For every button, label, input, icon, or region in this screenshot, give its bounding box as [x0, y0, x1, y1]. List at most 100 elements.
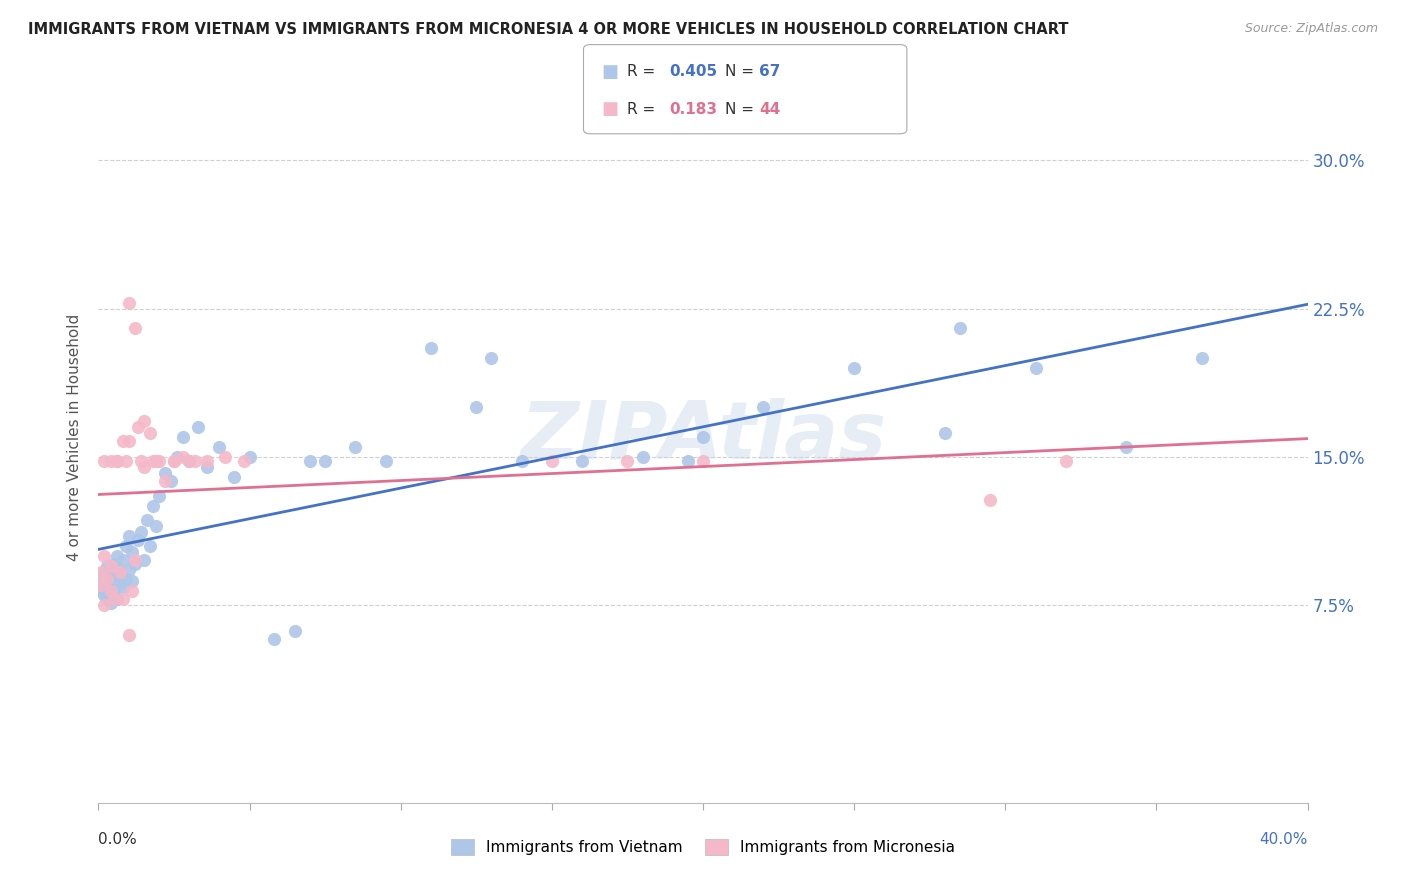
Point	[108, 576, 131, 591]
Point	[129, 524, 152, 539]
Legend: Immigrants from Vietnam, Immigrants from Micronesia: Immigrants from Vietnam, Immigrants from…	[444, 833, 962, 861]
Point	[114, 539, 136, 553]
Point	[111, 434, 134, 448]
Text: IMMIGRANTS FROM VIETNAM VS IMMIGRANTS FROM MICRONESIA 4 OR MORE VEHICLES IN HOUS: IMMIGRANTS FROM VIETNAM VS IMMIGRANTS FR…	[28, 22, 1069, 37]
Point	[142, 500, 165, 514]
Point	[979, 493, 1001, 508]
Point	[100, 584, 122, 599]
Point	[1024, 360, 1046, 375]
Point	[127, 420, 149, 434]
Point	[1115, 440, 1137, 454]
Point	[114, 454, 136, 468]
Point	[121, 545, 143, 559]
Point	[314, 454, 336, 468]
Point	[284, 624, 307, 638]
Point	[93, 573, 115, 587]
Point	[163, 454, 186, 468]
Point	[148, 454, 170, 468]
Point	[103, 557, 125, 571]
Point	[263, 632, 285, 646]
Point	[124, 557, 146, 571]
Point	[108, 565, 131, 579]
Point	[676, 454, 699, 468]
Text: 44: 44	[759, 102, 780, 117]
Point	[148, 489, 170, 503]
Point	[118, 562, 141, 576]
Point	[420, 341, 443, 355]
Text: 67: 67	[759, 64, 780, 79]
Point	[135, 513, 157, 527]
Point	[510, 454, 533, 468]
Point	[465, 401, 488, 415]
Point	[616, 454, 638, 468]
Point	[111, 592, 134, 607]
Point	[299, 454, 322, 468]
Point	[93, 565, 115, 579]
Point	[179, 454, 201, 468]
Text: R =: R =	[627, 64, 661, 79]
Text: N =: N =	[725, 64, 759, 79]
Point	[139, 426, 162, 441]
Point	[145, 454, 167, 468]
Point	[96, 573, 118, 587]
Point	[540, 454, 562, 468]
Point	[1191, 351, 1213, 365]
Point	[96, 558, 118, 573]
Point	[949, 321, 972, 335]
Point	[374, 454, 396, 468]
Text: ZIPAtlas: ZIPAtlas	[520, 398, 886, 476]
Point	[214, 450, 236, 464]
Point	[100, 582, 122, 597]
Point	[118, 529, 141, 543]
Point	[90, 578, 112, 592]
Point	[105, 549, 128, 563]
Point	[118, 295, 141, 310]
Y-axis label: 4 or more Vehicles in Household: 4 or more Vehicles in Household	[67, 313, 83, 561]
Point	[105, 560, 128, 574]
Point	[100, 558, 122, 573]
Text: 0.0%: 0.0%	[98, 832, 138, 847]
Point	[179, 454, 201, 468]
Point	[166, 450, 188, 464]
Point	[90, 578, 112, 592]
Point	[844, 360, 866, 375]
Point	[692, 454, 714, 468]
Text: 40.0%: 40.0%	[1260, 832, 1308, 847]
Point	[571, 454, 593, 468]
Point	[163, 454, 186, 468]
Point	[187, 420, 209, 434]
Point	[90, 565, 112, 579]
Point	[129, 454, 152, 468]
Point	[153, 466, 176, 480]
Point	[145, 519, 167, 533]
Point	[142, 454, 165, 468]
Point	[103, 584, 125, 599]
Point	[100, 596, 122, 610]
Point	[111, 552, 134, 566]
Point	[108, 565, 131, 579]
Point	[692, 430, 714, 444]
Point	[100, 454, 122, 468]
Point	[232, 454, 254, 468]
Point	[103, 573, 125, 587]
Point	[160, 474, 183, 488]
Point	[344, 440, 367, 454]
Point	[132, 459, 155, 474]
Point	[1054, 454, 1077, 468]
Point	[114, 573, 136, 587]
Point	[93, 549, 115, 563]
Point	[118, 434, 141, 448]
Point	[90, 584, 112, 599]
Text: 0.405: 0.405	[669, 64, 717, 79]
Point	[100, 568, 122, 582]
Point	[93, 588, 115, 602]
Text: N =: N =	[725, 102, 759, 117]
Point	[172, 430, 194, 444]
Point	[96, 576, 118, 591]
Point	[132, 414, 155, 428]
Point	[93, 454, 115, 468]
Point	[121, 574, 143, 589]
Point	[481, 351, 503, 365]
Point	[239, 450, 262, 464]
Point	[224, 469, 246, 483]
